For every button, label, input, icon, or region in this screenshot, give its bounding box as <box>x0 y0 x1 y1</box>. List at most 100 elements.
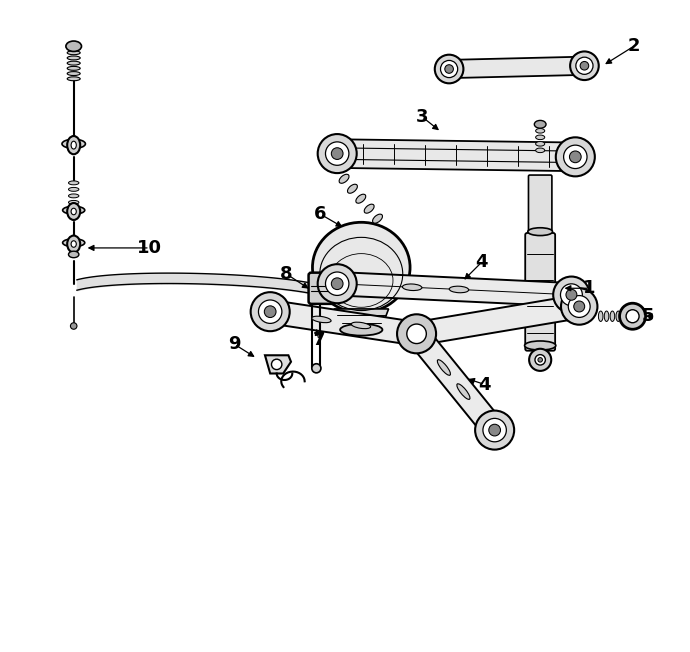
Circle shape <box>445 65 453 73</box>
Ellipse shape <box>437 360 451 376</box>
Text: 4: 4 <box>475 253 488 271</box>
Polygon shape <box>337 140 575 171</box>
Circle shape <box>569 151 581 163</box>
Circle shape <box>626 310 639 323</box>
Circle shape <box>580 61 589 70</box>
Ellipse shape <box>610 311 615 321</box>
Circle shape <box>317 264 357 303</box>
Text: 9: 9 <box>228 335 241 353</box>
Polygon shape <box>408 327 504 437</box>
Ellipse shape <box>535 128 544 133</box>
FancyBboxPatch shape <box>529 175 552 236</box>
Ellipse shape <box>364 204 374 213</box>
Circle shape <box>326 142 349 166</box>
Text: 2: 2 <box>628 37 640 55</box>
Polygon shape <box>415 295 581 346</box>
Circle shape <box>576 57 593 74</box>
Ellipse shape <box>535 148 544 153</box>
Ellipse shape <box>67 61 80 65</box>
Circle shape <box>264 306 276 318</box>
Ellipse shape <box>534 121 546 128</box>
Circle shape <box>475 411 514 450</box>
Ellipse shape <box>68 251 79 258</box>
Polygon shape <box>334 309 388 330</box>
Text: 8: 8 <box>280 265 293 283</box>
Circle shape <box>620 303 646 329</box>
Ellipse shape <box>457 384 470 400</box>
Ellipse shape <box>535 135 544 140</box>
Ellipse shape <box>313 222 410 312</box>
Ellipse shape <box>604 311 609 321</box>
Circle shape <box>564 145 587 169</box>
Ellipse shape <box>68 187 79 191</box>
Circle shape <box>326 272 349 295</box>
Ellipse shape <box>66 41 81 52</box>
Text: 6: 6 <box>314 205 326 223</box>
Ellipse shape <box>67 51 80 55</box>
Ellipse shape <box>528 228 553 235</box>
Ellipse shape <box>356 194 366 203</box>
Text: 1: 1 <box>583 279 596 297</box>
Ellipse shape <box>67 203 80 220</box>
Circle shape <box>483 419 506 442</box>
Ellipse shape <box>598 311 603 321</box>
Text: 4: 4 <box>479 376 491 394</box>
Ellipse shape <box>67 67 80 70</box>
Ellipse shape <box>535 141 544 146</box>
Ellipse shape <box>68 194 79 198</box>
Polygon shape <box>268 300 418 346</box>
Circle shape <box>566 289 577 300</box>
Ellipse shape <box>339 174 349 183</box>
Circle shape <box>250 292 290 331</box>
Circle shape <box>560 284 582 306</box>
FancyBboxPatch shape <box>308 273 335 304</box>
Circle shape <box>440 61 457 78</box>
Circle shape <box>331 148 343 160</box>
Circle shape <box>561 288 598 325</box>
Ellipse shape <box>67 235 80 252</box>
Ellipse shape <box>535 355 545 365</box>
Ellipse shape <box>63 206 85 214</box>
Ellipse shape <box>524 341 556 350</box>
Text: 5: 5 <box>642 307 654 325</box>
Circle shape <box>553 276 590 313</box>
Circle shape <box>271 359 282 370</box>
Circle shape <box>435 55 464 83</box>
Circle shape <box>331 278 343 289</box>
Circle shape <box>570 52 599 80</box>
FancyBboxPatch shape <box>525 233 555 351</box>
Ellipse shape <box>67 56 80 60</box>
Ellipse shape <box>538 357 542 362</box>
Ellipse shape <box>402 284 422 291</box>
Ellipse shape <box>373 214 382 223</box>
Circle shape <box>489 424 500 436</box>
Ellipse shape <box>67 136 80 155</box>
Ellipse shape <box>67 77 80 81</box>
Ellipse shape <box>312 316 331 323</box>
Polygon shape <box>265 355 291 374</box>
Polygon shape <box>449 57 584 78</box>
Circle shape <box>259 300 282 323</box>
Ellipse shape <box>340 324 382 336</box>
Ellipse shape <box>312 364 321 373</box>
Circle shape <box>574 301 584 312</box>
Circle shape <box>317 134 357 173</box>
Ellipse shape <box>71 141 77 149</box>
Circle shape <box>569 295 590 318</box>
Ellipse shape <box>68 200 79 204</box>
Ellipse shape <box>71 241 77 247</box>
Circle shape <box>397 314 436 353</box>
Ellipse shape <box>616 311 620 321</box>
Ellipse shape <box>529 349 551 371</box>
Ellipse shape <box>71 208 77 215</box>
Ellipse shape <box>70 323 77 329</box>
Text: 3: 3 <box>415 108 428 125</box>
Text: 10: 10 <box>137 239 162 257</box>
Ellipse shape <box>67 72 80 76</box>
Ellipse shape <box>63 239 85 246</box>
Ellipse shape <box>348 185 357 193</box>
Circle shape <box>407 324 426 344</box>
Ellipse shape <box>68 181 79 185</box>
Ellipse shape <box>351 322 371 329</box>
Ellipse shape <box>449 286 469 293</box>
